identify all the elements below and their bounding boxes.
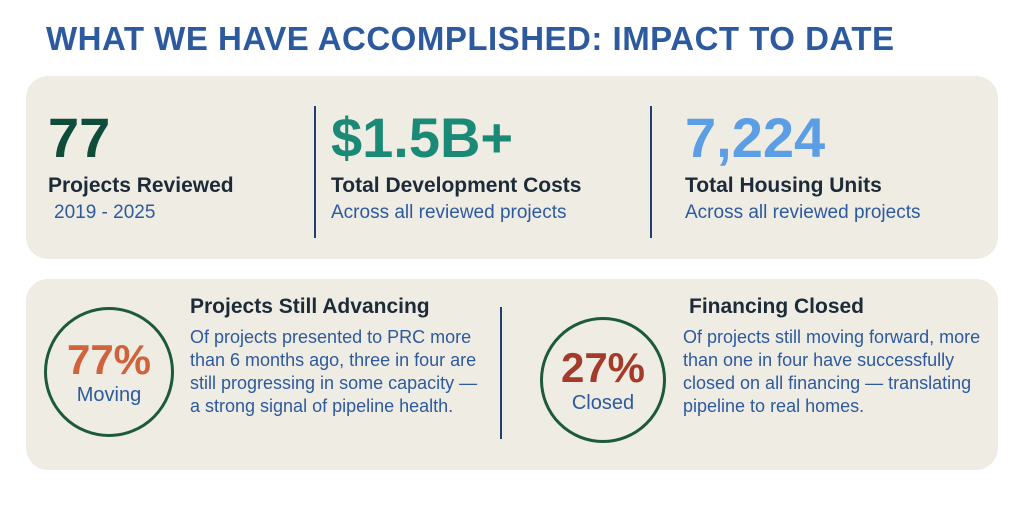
divider — [500, 307, 502, 439]
stat-value: 7,224 — [685, 106, 826, 169]
advancing-word: Moving — [76, 383, 142, 406]
stat-housing-units: 7,224 Total Housing Units Across all rev… — [685, 106, 920, 224]
divider — [314, 106, 316, 238]
financing-word: Closed — [571, 391, 635, 414]
stat-value: $1.5B+ — [331, 106, 514, 169]
progress-card: 77% Moving Projects Still Advancing Of p… — [26, 279, 998, 470]
stat-sub: Across all reviewed projects — [685, 202, 921, 223]
stat-value: 77 — [48, 106, 111, 169]
advancing-title: Projects Still Advancing — [190, 295, 430, 318]
page-title: WHAT WE HAVE ACCOMPLISHED: IMPACT TO DAT… — [46, 20, 895, 57]
stat-projects-reviewed: 77 Projects Reviewed 2019 - 2025 — [48, 106, 234, 224]
financing-text: Of projects still moving forward, more t… — [683, 327, 981, 416]
stat-label: Total Development Costs — [331, 174, 582, 197]
financing-percent: 27% — [560, 343, 646, 391]
advancing-text: Of projects presented to PRC more than 6… — [190, 327, 478, 416]
advancing-percent: 77% — [66, 335, 152, 383]
stat-sub: Across all reviewed projects — [331, 202, 567, 223]
stat-development-costs: $1.5B+ Total Development Costs Across al… — [331, 106, 581, 224]
financing-circle: 27% Closed — [540, 317, 666, 443]
financing-title: Financing Closed — [689, 295, 865, 318]
stat-sub: 2019 - 2025 — [54, 202, 156, 223]
divider — [650, 106, 652, 238]
stat-label: Total Housing Units — [685, 174, 882, 197]
advancing-circle: 77% Moving — [44, 307, 174, 437]
stat-label: Projects Reviewed — [48, 174, 234, 197]
stats-card: 77 Projects Reviewed 2019 - 2025 $1.5B+ … — [26, 76, 998, 259]
